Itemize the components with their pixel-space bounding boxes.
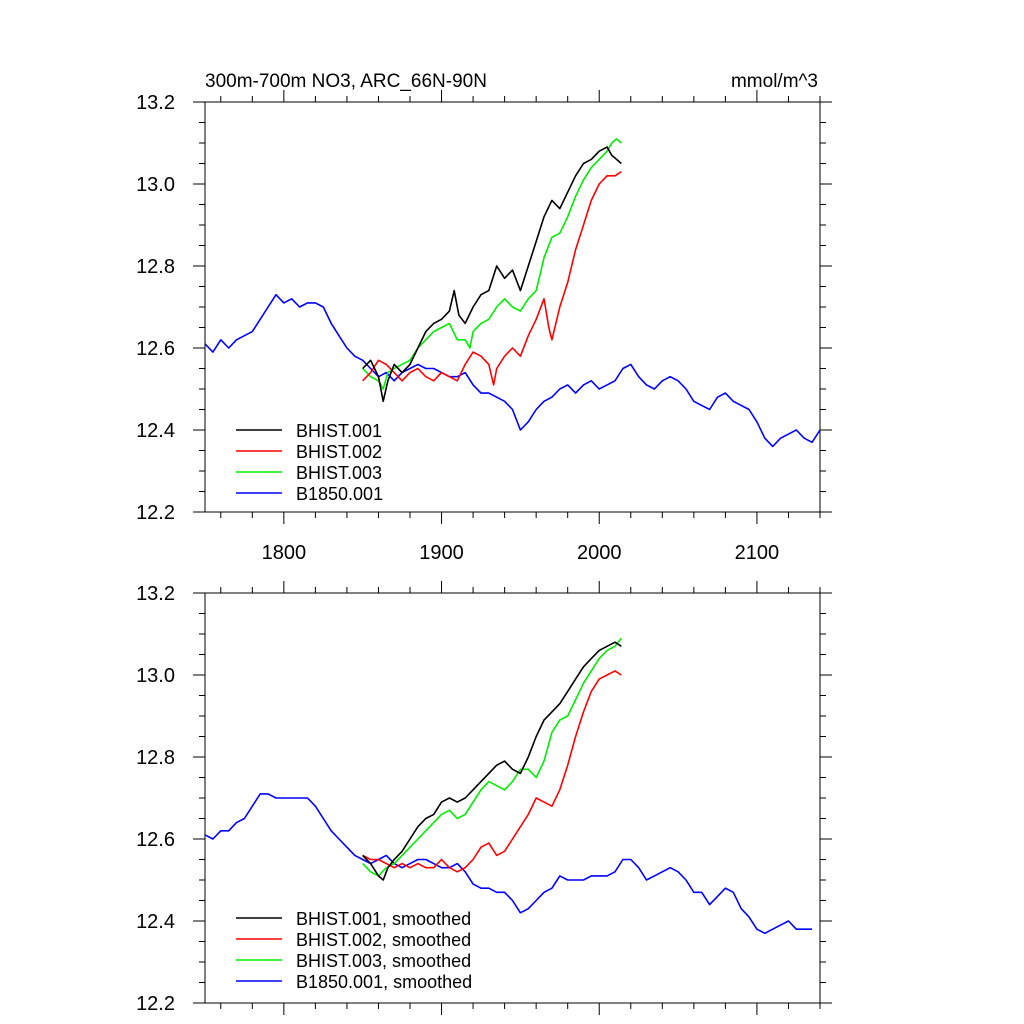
legend-label: BHIST.001, smoothed bbox=[296, 909, 471, 929]
series-line-bhist-001-smoothed bbox=[362, 641, 622, 881]
y-tick-label: 12.2 bbox=[136, 993, 175, 1015]
legend-label: BHIST.001 bbox=[296, 421, 382, 441]
series-line-bhist-001 bbox=[362, 146, 622, 403]
y-tick-label: 12.4 bbox=[136, 420, 175, 442]
series-line-bhist-002-smoothed bbox=[362, 670, 622, 873]
legend-label: B1850.001, smoothed bbox=[296, 972, 472, 992]
series-line-bhist-003 bbox=[362, 138, 622, 390]
legend-label: B1850.001 bbox=[296, 484, 383, 504]
y-tick-label: 13.0 bbox=[136, 174, 175, 196]
y-tick-label: 12.8 bbox=[136, 256, 175, 278]
y-tick-label: 12.2 bbox=[136, 502, 175, 524]
x-tick-label: 1900 bbox=[419, 542, 464, 564]
y-tick-label: 13.0 bbox=[136, 665, 175, 687]
bottom-panel: 12.2 12.4 12.6 12.8 13.0 13.2 BHIST.001, smoot… bbox=[136, 581, 832, 1015]
y-tick-label: 13.2 bbox=[136, 92, 175, 114]
units-label: mmol/m^3 bbox=[731, 71, 818, 92]
y-tick-label: 13.2 bbox=[136, 583, 175, 605]
legend-label: BHIST.003 bbox=[296, 463, 382, 483]
series-line-bhist-002 bbox=[362, 171, 622, 386]
legend-label: BHIST.002, smoothed bbox=[296, 930, 471, 950]
series-group bbox=[205, 138, 820, 448]
legend-label: BHIST.002 bbox=[296, 442, 382, 462]
chart-title: 300m-700m NO3, ARC_66N-90N bbox=[205, 71, 487, 92]
top-panel: 12.2 12.4 12.6 12.8 13.0 13.2 1800 1900 2000 2100… bbox=[136, 90, 832, 564]
y-tick-label: 12.4 bbox=[136, 911, 175, 933]
x-tick-label: 2100 bbox=[735, 542, 780, 564]
series-line-b1850-001-smoothed bbox=[205, 793, 813, 935]
series-line-bhist-003-smoothed bbox=[362, 637, 622, 877]
y-tick-label: 12.6 bbox=[136, 338, 175, 360]
series-line-b1850-001 bbox=[205, 293, 820, 448]
legend-label: BHIST.003, smoothed bbox=[296, 951, 471, 971]
y-tick-label: 12.6 bbox=[136, 829, 175, 851]
y-tick-label: 12.8 bbox=[136, 747, 175, 769]
x-tick-label: 1800 bbox=[262, 542, 307, 564]
series-group bbox=[205, 637, 813, 935]
x-tick-label: 2000 bbox=[577, 542, 622, 564]
